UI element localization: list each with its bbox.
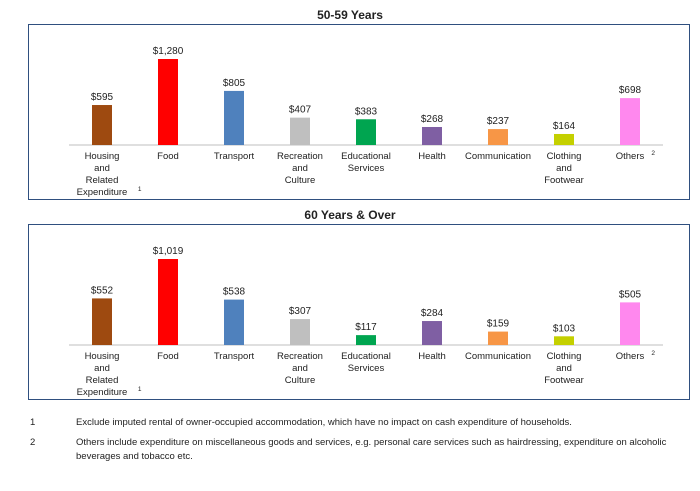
- data-label: $505: [619, 289, 642, 300]
- bar: [290, 117, 310, 145]
- data-label: $117: [355, 322, 377, 333]
- data-label: $1,280: [153, 46, 184, 57]
- tick-label: Food: [157, 151, 179, 162]
- data-label: $307: [289, 306, 312, 317]
- data-label: $164: [553, 121, 576, 132]
- bar: [488, 129, 508, 145]
- bar: [224, 90, 244, 145]
- bar: [224, 299, 244, 345]
- tick-label: Clothing and Footwear: [544, 351, 584, 386]
- data-label: $552: [91, 285, 114, 296]
- data-label: $698: [619, 85, 642, 96]
- chart-title-50-59: 50-59 Years: [317, 8, 383, 22]
- data-label: $237: [487, 116, 510, 127]
- chart-panel-60-over: $552 Housing and Related Expenditure 1 $1,019 F…: [28, 224, 690, 400]
- data-label: $595: [91, 92, 114, 103]
- footnote-marker: 1: [138, 186, 142, 193]
- bar: [158, 59, 178, 145]
- tick-label: Housing and Related Expenditure: [77, 351, 128, 398]
- footnotes: 1 Exclude imputed rental of owner-occupi…: [30, 416, 680, 470]
- bar: [356, 335, 376, 345]
- tick-label: Health: [418, 151, 445, 162]
- bar: [554, 336, 574, 345]
- data-label: $268: [421, 114, 444, 125]
- footnote-number: 2: [30, 437, 36, 448]
- data-label: $159: [487, 319, 510, 330]
- footnote-text: Exclude imputed rental of owner-occupied…: [76, 417, 572, 428]
- data-label: $103: [553, 323, 576, 334]
- tick-label: Health: [418, 351, 445, 362]
- data-label: $284: [421, 308, 444, 319]
- bar-chart-50-59: $595 Housing and Related Expenditure 1 $1,280 F…: [69, 46, 663, 198]
- footnote-2: 2 Others include expenditure on miscella…: [30, 436, 680, 464]
- tick-label: Educational Services: [341, 151, 391, 174]
- bar: [620, 302, 640, 345]
- bar: [620, 98, 640, 145]
- footnote-marker: 1: [138, 386, 142, 393]
- data-label: $538: [223, 287, 246, 298]
- bar-chart-60-over: $552 Housing and Related Expenditure 1 $1,019 F…: [69, 246, 663, 398]
- tick-label: Transport: [214, 151, 255, 162]
- tick-label: Transport: [214, 351, 255, 362]
- bar: [92, 298, 112, 345]
- footnote-text: Others include expenditure on miscellane…: [76, 437, 667, 462]
- tick-label: Food: [157, 351, 179, 362]
- tick-label: Communication: [465, 351, 531, 362]
- tick-label: Others: [616, 351, 645, 362]
- bar: [422, 321, 442, 345]
- data-label: $1,019: [153, 246, 184, 257]
- tick-label: Housing and Related Expenditure: [77, 151, 128, 198]
- chart-title-60-over: 60 Years & Over: [304, 208, 396, 222]
- tick-label: Clothing and Footwear: [544, 151, 584, 186]
- tick-label: Communication: [465, 151, 531, 162]
- bar: [356, 119, 376, 145]
- chart-panel-50-59: $595 Housing and Related Expenditure 1 $1,280 F…: [28, 24, 690, 200]
- bar: [290, 319, 310, 345]
- footnote-number: 1: [30, 417, 36, 428]
- bar: [488, 331, 508, 345]
- data-label: $805: [223, 78, 246, 89]
- bar: [422, 126, 442, 145]
- bar: [158, 259, 178, 345]
- data-label: $407: [289, 105, 312, 116]
- bar: [554, 133, 574, 145]
- footnote-1: 1 Exclude imputed rental of owner-occupi…: [30, 416, 680, 430]
- tick-label: Others: [616, 151, 645, 162]
- footnote-marker: 2: [651, 150, 655, 157]
- data-label: $383: [355, 106, 378, 117]
- tick-label: Recreation and Culture: [277, 351, 323, 386]
- footnote-marker: 2: [651, 350, 655, 357]
- tick-label: Recreation and Culture: [277, 151, 323, 186]
- tick-label: Educational Services: [341, 351, 391, 374]
- bar: [92, 105, 112, 145]
